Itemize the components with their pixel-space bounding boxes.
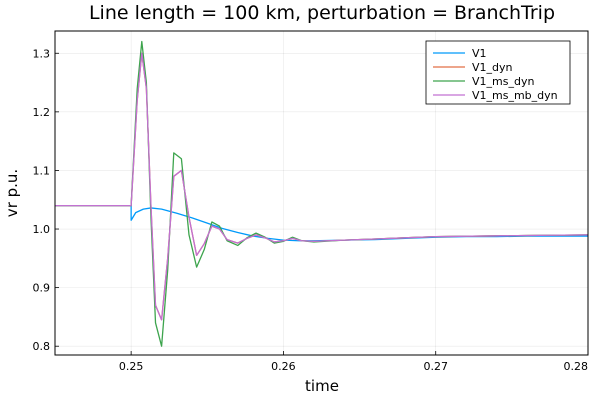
legend-entry-label: V1_ms_mb_dyn bbox=[472, 89, 558, 102]
y-tick-label: 0.8 bbox=[33, 340, 51, 353]
plot-frame bbox=[54, 30, 589, 356]
x-tick-label: 0.27 bbox=[423, 360, 448, 373]
x-tick-label: 0.25 bbox=[119, 360, 144, 373]
y-tick-label: 1.1 bbox=[33, 164, 51, 177]
series-line-v1-ms-mb-dyn bbox=[55, 52, 589, 321]
x-tick-label: 0.28 bbox=[564, 360, 589, 373]
axis-ticks: 0.25 0.26 0.27 0.28 0.8 0.9 1.0 1.1 1.2 1.3 bbox=[33, 47, 589, 373]
legend-box bbox=[425, 40, 571, 105]
y-tick-label: 0.9 bbox=[33, 282, 51, 295]
legend-entry-label: V1_dyn bbox=[472, 61, 513, 74]
legend-entry-label: V1_ms_dyn bbox=[472, 75, 534, 88]
legend-entry-label: V1 bbox=[472, 47, 487, 60]
x-tick-label: 0.26 bbox=[271, 360, 296, 373]
series-lines bbox=[55, 40, 589, 347]
y-tick-label: 1.0 bbox=[33, 223, 51, 236]
x-axis-label: time bbox=[305, 377, 339, 395]
y-tick-label: 1.3 bbox=[33, 47, 51, 60]
y-tick-label: 1.2 bbox=[33, 106, 51, 119]
chart-title: Line length = 100 km, perturbation = Bra… bbox=[89, 2, 555, 24]
y-axis-label: vr p.u. bbox=[3, 169, 21, 217]
